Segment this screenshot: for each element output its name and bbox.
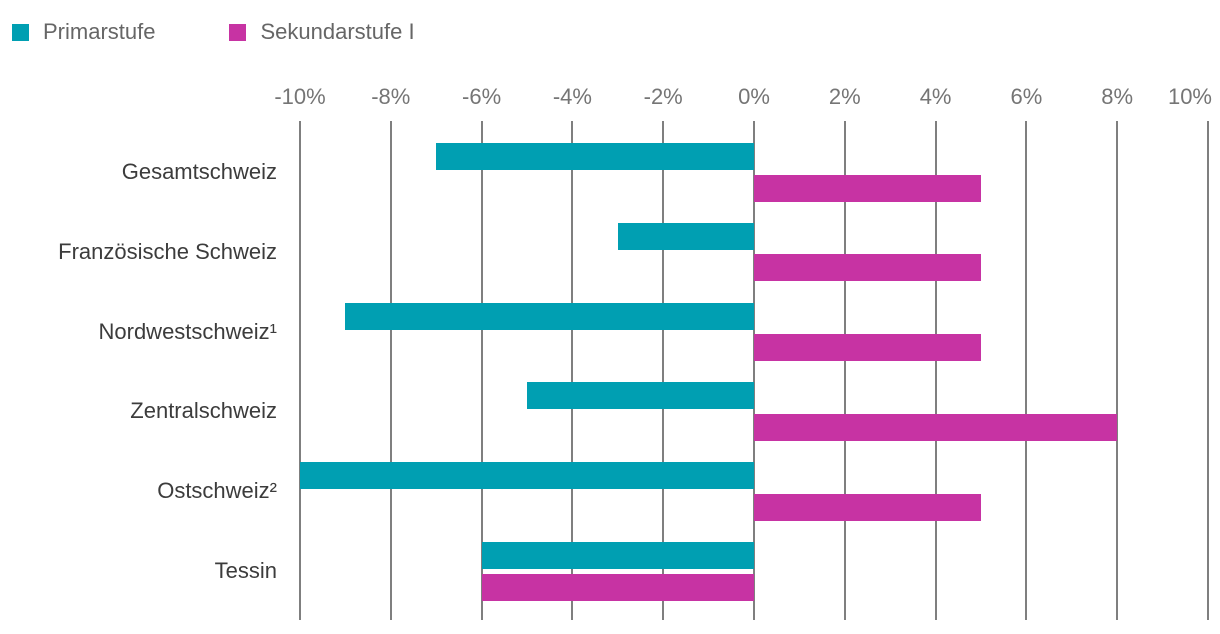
category-label: Zentralschweiz <box>130 398 277 424</box>
x-tick-label: 0% <box>738 84 770 109</box>
x-tick-label: 4% <box>919 84 952 109</box>
gridline <box>662 121 665 620</box>
gridline <box>571 121 574 620</box>
legend-label-sekundarstufe: Sekundarstufe I <box>260 19 415 44</box>
bar-primarstufe <box>300 462 754 490</box>
x-tick-label: -6% <box>462 84 502 109</box>
bar-sekundarstufe <box>754 254 981 282</box>
gridline <box>1116 121 1119 620</box>
x-tick-label: 2% <box>828 84 861 109</box>
bar-sekundarstufe <box>754 413 1118 441</box>
legend-swatch-primarstufe <box>12 23 29 41</box>
category-label: Tessin <box>214 558 277 583</box>
category-label: Gesamtschweiz <box>121 159 277 184</box>
gridline <box>753 121 755 620</box>
gridline <box>843 121 846 620</box>
bar-sekundarstufe <box>754 334 981 362</box>
gridline <box>934 121 937 620</box>
gridline <box>389 121 392 620</box>
bar-primarstufe <box>345 302 754 330</box>
gridline <box>1025 121 1028 620</box>
x-tick-label: 10% <box>1167 84 1212 109</box>
bar-sekundarstufe <box>754 493 981 521</box>
gridline <box>299 121 301 620</box>
x-tick-label: 6% <box>1010 84 1043 109</box>
bar-primarstufe <box>617 222 754 250</box>
legend-item-primarstufe: Primarstufe <box>12 19 155 45</box>
category-label: Ostschweiz² <box>157 478 277 504</box>
legend-item-sekundarstufe: Sekundarstufe I <box>229 19 415 45</box>
bar-primarstufe <box>436 143 754 170</box>
x-tick-label: -2% <box>643 84 683 109</box>
x-tick-label: 8% <box>1101 84 1134 109</box>
legend-swatch-sekundarstufe <box>229 23 247 41</box>
category-label: Nordwestschweiz¹ <box>98 318 278 344</box>
x-tick-label: -10% <box>274 84 326 109</box>
x-tick-label: -4% <box>552 84 592 109</box>
legend: Primarstufe Sekundarstufe I <box>12 19 415 45</box>
bar-primarstufe <box>481 542 754 569</box>
gridline <box>480 121 483 620</box>
legend-label-primarstufe: Primarstufe <box>43 19 156 44</box>
category-label: Französische Schweiz <box>58 238 277 264</box>
bar-sekundarstufe <box>754 174 981 202</box>
x-tick-label: -8% <box>371 84 411 109</box>
bar-sekundarstufe <box>481 573 754 601</box>
bar-primarstufe <box>527 382 754 410</box>
gridline <box>1207 121 1209 620</box>
